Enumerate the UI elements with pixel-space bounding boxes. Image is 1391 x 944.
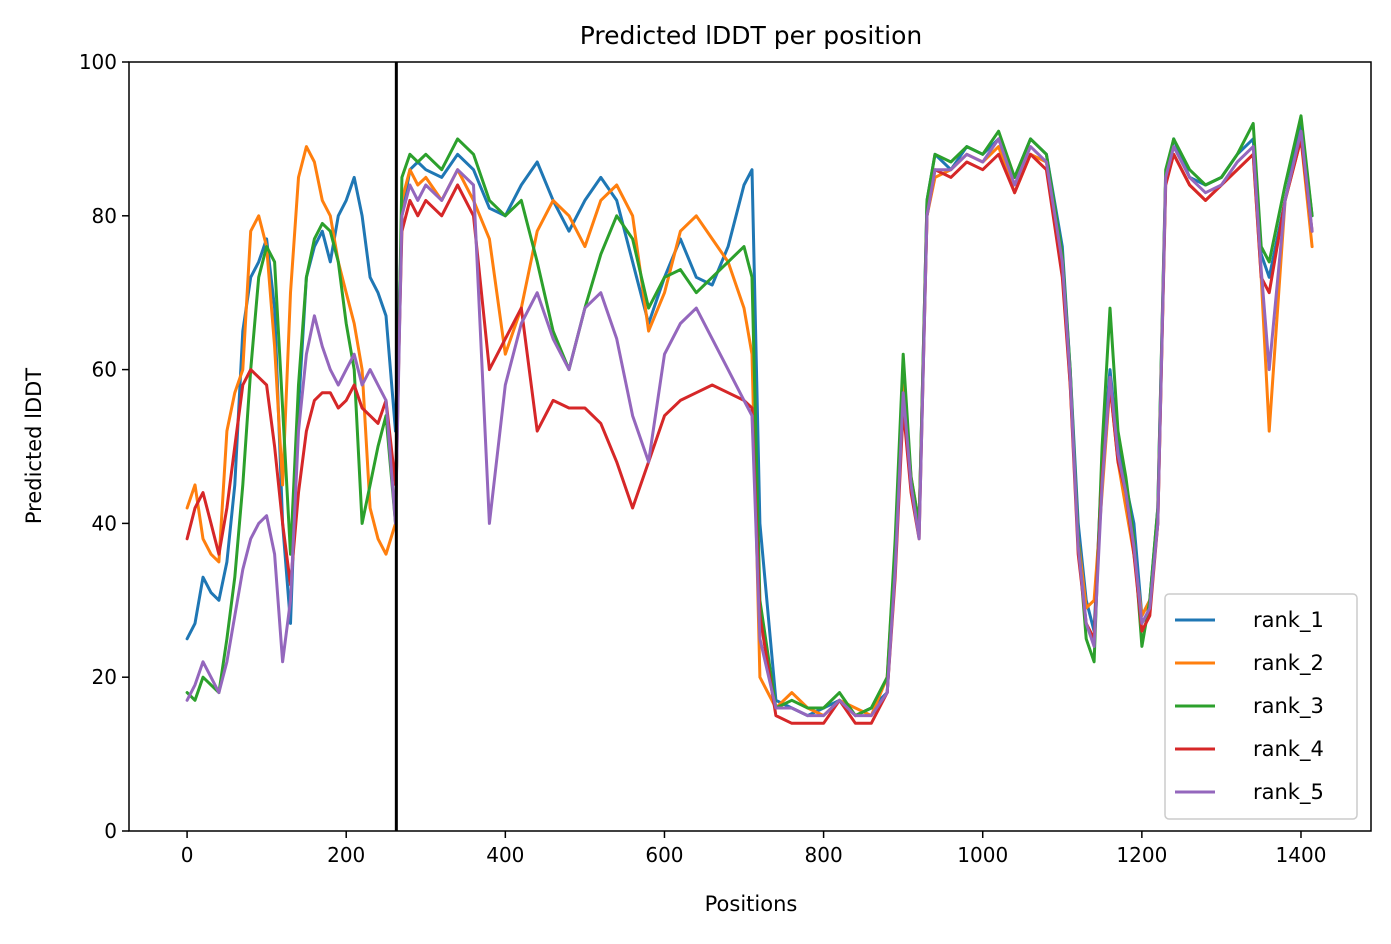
x-tick-label: 600 (645, 843, 683, 867)
x-axis-title: Positions (705, 892, 798, 916)
series-line-rank_3 (185, 114, 1314, 718)
axes: 0 200 400 600 800 1000 1200 1400 0 20 40 60 80 100 (79, 50, 1372, 867)
legend-label-rank_1: rank_1 (1253, 608, 1324, 633)
legend-box (1164, 593, 1358, 820)
x-tick-label: 200 (327, 843, 365, 867)
series-line-rank_1 (185, 122, 1314, 718)
x-tick-label: 800 (805, 843, 843, 867)
y-tick-label: 80 (92, 204, 117, 228)
y-axis-title: Predicted lDDT (22, 368, 46, 524)
y-tick-label: 0 (104, 819, 117, 843)
x-tick-label: 0 (181, 843, 194, 867)
x-tick-label: 1200 (1116, 843, 1167, 867)
legend-label-rank_4: rank_4 (1253, 737, 1324, 762)
y-tick-label: 40 (92, 511, 117, 535)
y-tick-label: 20 (92, 665, 117, 689)
y-tick-label: 100 (79, 50, 117, 74)
legend-label-rank_5: rank_5 (1253, 780, 1324, 805)
chart-title: Predicted lDDT per position (580, 21, 922, 50)
plot-frame (128, 61, 1372, 832)
legend-label-rank_3: rank_3 (1253, 694, 1324, 719)
legend: rank_1 rank_2 rank_3 rank_4 rank_5 (1164, 593, 1358, 820)
x-tick-label: 1000 (957, 843, 1008, 867)
series-line-rank_5 (185, 129, 1314, 718)
legend-label-rank_2: rank_2 (1253, 651, 1324, 676)
x-tick-label: 1400 (1276, 843, 1327, 867)
plot-area (185, 62, 1314, 831)
y-tick-label: 60 (92, 358, 117, 382)
x-tick-label: 400 (486, 843, 524, 867)
